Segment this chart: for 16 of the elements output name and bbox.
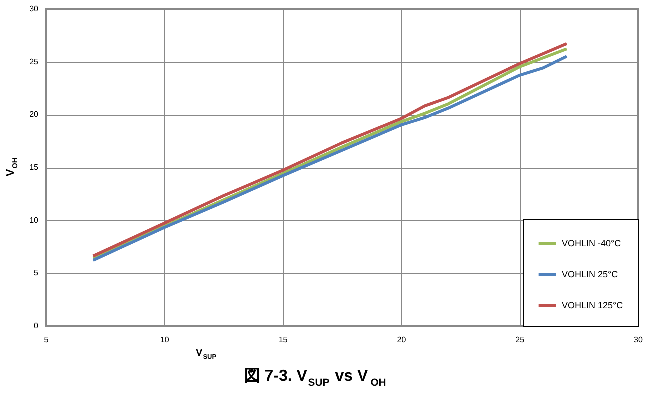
- legend-label: VOHLIN 25°C: [562, 270, 619, 280]
- y-tick-label: 20: [30, 110, 40, 120]
- x-tick-label: 10: [160, 336, 170, 344]
- y-tick-label: 5: [34, 268, 40, 278]
- x-tick-label: 20: [397, 336, 407, 344]
- y-tick-label: 15: [30, 163, 40, 172]
- x-tick-label: 15: [278, 336, 288, 344]
- x-tick-label: 25: [516, 336, 526, 344]
- legend-label: VOHLIN -40°C: [562, 238, 622, 248]
- x-tick-label: 30: [634, 336, 644, 344]
- y-tick-label: 10: [30, 216, 40, 225]
- legend-label: VOHLIN 125°C: [562, 300, 624, 310]
- y-tick-label: 0: [34, 322, 40, 330]
- x-tick-label: 5: [44, 336, 50, 344]
- y-tick-label: 25: [30, 57, 40, 66]
- y-tick-label: 30: [30, 4, 40, 14]
